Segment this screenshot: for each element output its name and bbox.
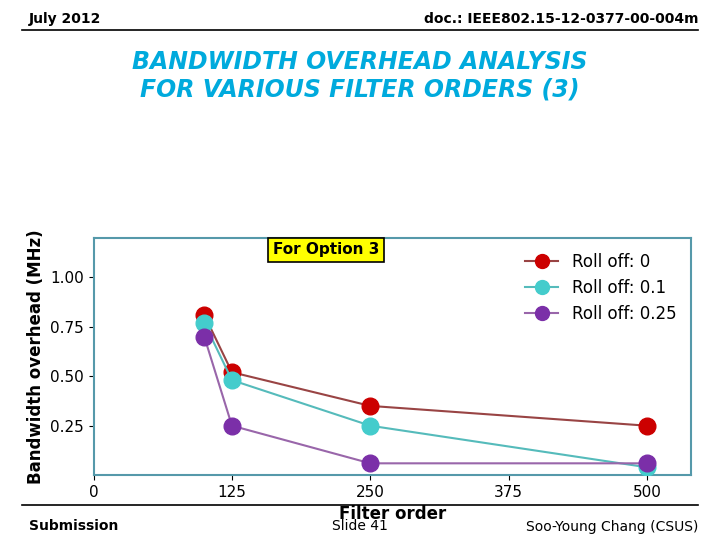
X-axis label: Filter order: Filter order: [339, 505, 446, 523]
Text: FOR VARIOUS FILTER ORDERS (3): FOR VARIOUS FILTER ORDERS (3): [140, 77, 580, 101]
Text: Slide 41: Slide 41: [332, 519, 388, 534]
Legend: Roll off: 0, Roll off: 0.1, Roll off: 0.25: Roll off: 0, Roll off: 0.1, Roll off: 0.…: [518, 246, 683, 330]
Text: For Option 3: For Option 3: [273, 242, 379, 257]
Text: doc.: IEEE802.15-12-0377-00-004m: doc.: IEEE802.15-12-0377-00-004m: [424, 12, 698, 26]
Text: Submission: Submission: [29, 519, 118, 534]
Text: BANDWIDTH OVERHEAD ANALYSIS: BANDWIDTH OVERHEAD ANALYSIS: [132, 50, 588, 74]
Text: Soo-Young Chang (CSUS): Soo-Young Chang (CSUS): [526, 519, 698, 534]
Text: July 2012: July 2012: [29, 12, 102, 26]
Y-axis label: Bandwidth overhead (MHz): Bandwidth overhead (MHz): [27, 229, 45, 484]
